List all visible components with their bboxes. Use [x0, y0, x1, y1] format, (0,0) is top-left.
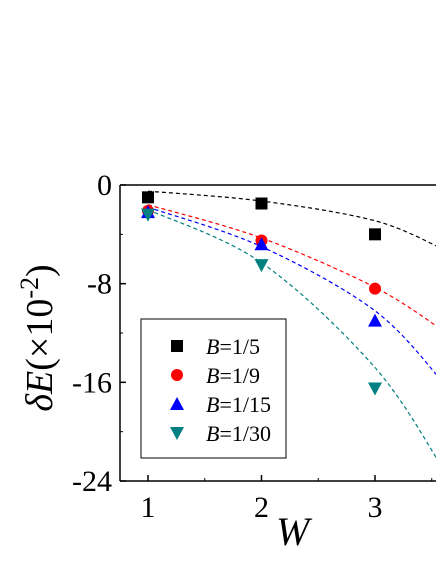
data-point-series-1	[369, 282, 381, 295]
fit-line-series-0	[147, 190, 436, 247]
legend-value: =1/30	[219, 421, 271, 446]
legend-marker-2	[170, 397, 184, 410]
y-tick-label: -16	[72, 366, 112, 399]
legend-value: =1/15	[219, 392, 271, 417]
data-point-series-0	[142, 191, 154, 204]
fit-line-series-2	[147, 206, 436, 376]
y-tick-label: -24	[72, 465, 112, 498]
data-point-series-3	[254, 259, 269, 273]
data-point-series-0	[255, 197, 268, 210]
x-axis-title: W	[276, 509, 313, 554]
legend-box	[140, 318, 287, 459]
y-axis-exponent: -2	[15, 277, 44, 299]
data-markers	[141, 191, 382, 396]
fit-line-series-1	[147, 204, 436, 327]
x-tick-label: 3	[368, 491, 383, 524]
data-point-series-2	[254, 237, 269, 251]
axes: 0 -8 -16 -24 1 2 3	[72, 169, 436, 524]
y-tick-label: -8	[87, 268, 112, 301]
data-point-series-2	[368, 313, 382, 327]
fit-line-series-3	[147, 209, 436, 459]
y-axis-symbol: δE	[19, 371, 61, 412]
legend-label-3: B=1/30	[206, 421, 271, 446]
legend-marker-3	[170, 427, 184, 440]
fit-lines	[147, 190, 436, 459]
legend-label-2: B=1/15	[206, 392, 271, 417]
legend-variable: B	[206, 363, 219, 388]
legend: B=1/5B=1/9B=1/15B=1/30	[140, 318, 287, 459]
legend-value: =1/9	[219, 363, 260, 388]
y-axis-title: δE(×10-2)	[15, 264, 61, 411]
legend-label-0: B=1/5	[206, 334, 260, 359]
y-axis-open: (×10	[19, 299, 61, 371]
data-point-series-3	[368, 382, 382, 396]
legend-label-1: B=1/9	[206, 363, 260, 388]
y-tick-label: 0	[97, 169, 112, 202]
legend-variable: B	[206, 421, 219, 446]
legend-marker-1	[171, 369, 183, 381]
data-point-series-3	[141, 208, 155, 222]
legend-variable: B	[206, 392, 219, 417]
data-point-series-0	[369, 228, 381, 241]
legend-variable: B	[206, 334, 219, 359]
svg-text:δE(×10-2): δE(×10-2)	[15, 264, 61, 411]
x-tick-label: 2	[254, 491, 269, 524]
legend-marker-0	[171, 340, 183, 352]
legend-value: =1/5	[219, 334, 260, 359]
y-axis-close: )	[19, 264, 61, 277]
x-tick-label: 1	[141, 491, 156, 524]
